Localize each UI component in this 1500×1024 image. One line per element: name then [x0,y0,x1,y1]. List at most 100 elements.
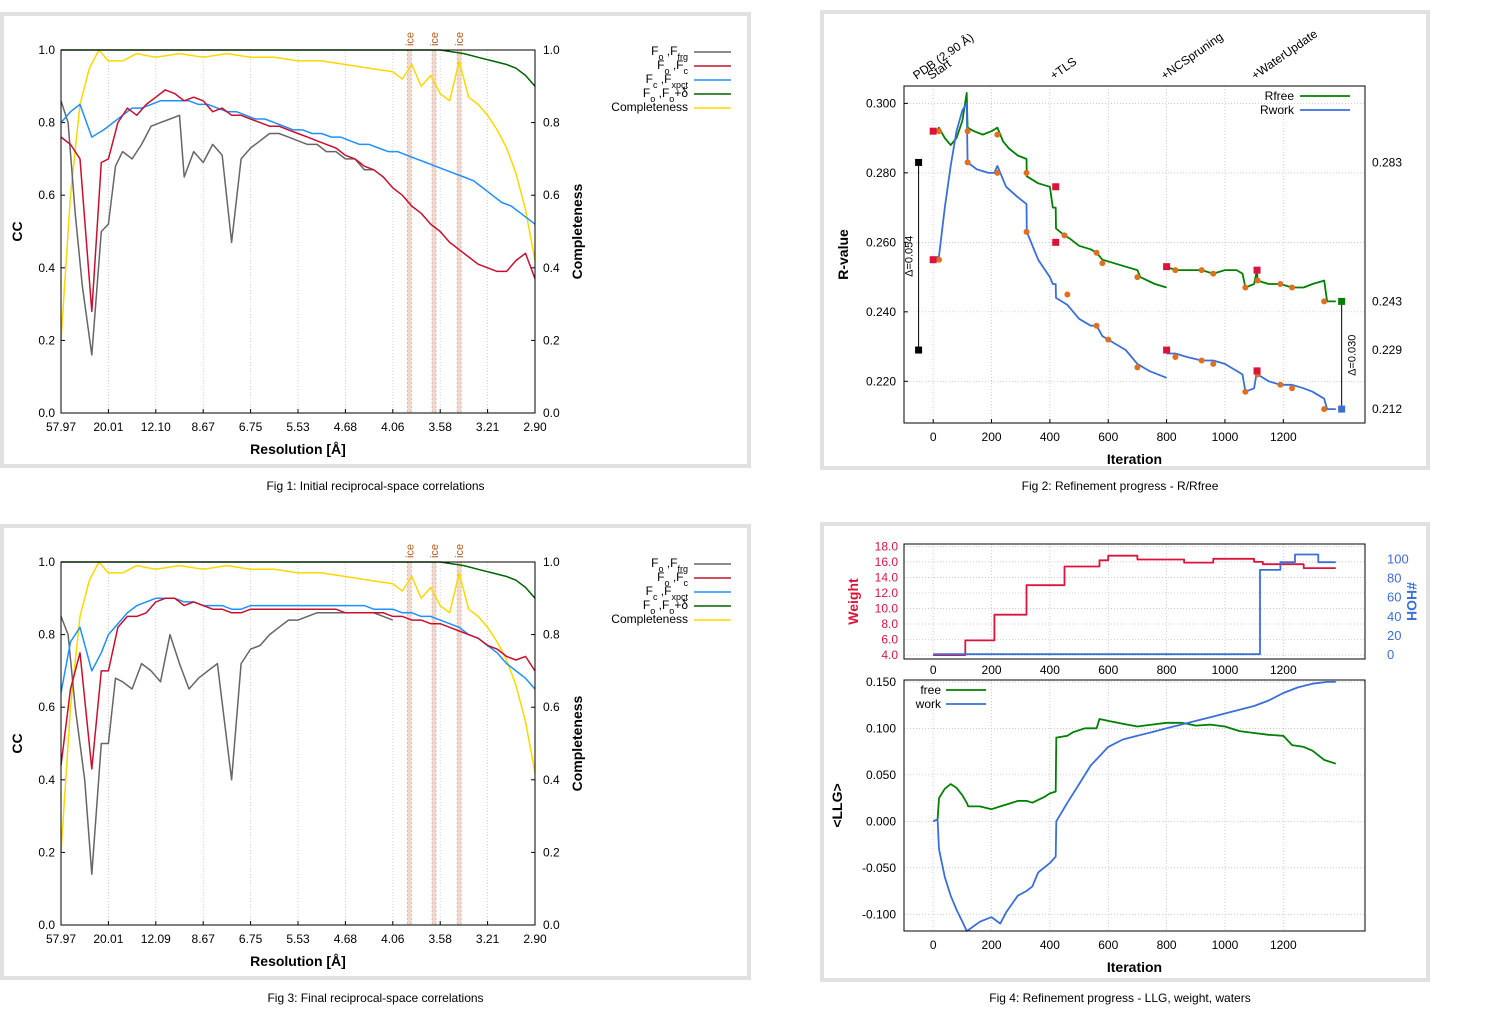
right-value-label: 0.243 [1372,294,1402,308]
fig3-chart: 57.97 20.01 12.09 8.67 6.75 5.53 4.68 4.06 3.58 3… [9,544,731,969]
llg-tick-label: 0.000 [866,814,896,828]
x-tick-label: 4.68 [334,932,358,946]
y2-tick-label: 1.0 [543,43,560,57]
bottom-x-tick-label: 200 [982,938,1002,952]
legend-label-4: Completeness [611,612,688,626]
data-point-marker [1321,298,1328,305]
bottom-x-tick-label: 400 [1040,938,1060,952]
data-point-marker [1242,388,1249,395]
y-tick-label: 0.2 [38,845,55,859]
y-axis-label: R-value [835,229,851,280]
y-tick-label: 0.6 [38,188,55,202]
data-point-marker [1134,274,1141,281]
x-tick-label: 6.75 [239,932,263,946]
data-point-marker [1064,291,1071,298]
llg-legend-label-1: work [915,697,942,711]
series-line-4 [60,561,536,853]
bottom-x-tick-label: 1200 [1270,938,1297,952]
hoh-tick-label: 100 [1387,551,1409,566]
ice-band [432,50,437,413]
data-point-marker [1210,270,1217,277]
legend-label-0: Fo ,Ffrg [651,556,688,574]
ice-label: ice [404,32,416,46]
x-tick-label: 3.21 [476,420,500,434]
data-point-marker [1289,385,1296,392]
x-tick-label: 600 [1098,430,1118,444]
event-marker [1253,266,1261,274]
legend-label-3: Fo ,Fo+δ [643,598,688,616]
x-tick-label: 3.58 [429,420,453,434]
fig2-panel: 0 200 400 600 800 1000 1200 0.220 0.240 0.260 0.28… [820,10,1430,470]
bottom-plot-frame [903,679,1366,932]
top-series-line-0 [933,554,1336,657]
y-tick-label: 1.0 [38,43,55,57]
y-tick-label: 0.2 [38,333,55,347]
x-tick-label: 4.68 [334,420,358,434]
x-tick-label: 57.97 [46,932,76,946]
data-point-marker [964,159,971,166]
top-plot-frame [903,543,1366,660]
event-label-4: +WaterUpdate [1249,26,1321,82]
data-point-marker [1321,406,1328,413]
weight-tick-label: 18.0 [875,539,899,553]
ice-band [407,50,412,413]
bottom-x-tick-label: 1000 [1212,938,1239,952]
data-point-marker [1134,364,1141,371]
hoh-tick-label: 0 [1387,647,1394,662]
x-tick-label: 200 [982,430,1002,444]
y-tick-label: 0.280 [866,166,896,180]
x-tick-label: 5.53 [286,420,310,434]
data-point-marker [1023,228,1030,235]
top-x-tick-label: 200 [982,663,1002,677]
data-point-marker [936,128,943,135]
series-line-2 [932,102,1167,379]
series-line-3 [1166,352,1336,411]
data-point-marker [1061,232,1068,239]
x-tick-label: 400 [1040,430,1060,444]
plot-frame [60,49,536,414]
x-tick-label: 4.06 [381,932,405,946]
hoh-tick-label: 60 [1387,590,1401,605]
x-tick-label: 0 [930,430,937,444]
x-axis-label: Resolution [Å] [250,953,346,969]
legend-label-4: Completeness [611,100,688,114]
y-tick-label: 0.0 [38,918,55,932]
data-point-marker [1242,284,1249,291]
weight-tick-label: 14.0 [875,570,899,584]
fig4-caption: Fig 4: Refinement progress - LLG, weight… [989,991,1251,1005]
fig4-chart: 0 200 400 600 800 1000 12004.06.08.010.012.014… [829,539,1420,975]
ice-band [432,562,437,925]
legend-label-1: Fo ,Fc [657,570,688,588]
right-value-label: 0.283 [1372,155,1402,169]
x-tick-label: 800 [1157,430,1177,444]
x-tick-label: 12.09 [141,932,171,946]
event-marker [1163,263,1171,271]
top-x-tick-label: 0 [930,663,937,677]
data-point-marker [1099,260,1106,267]
llg-tick-label: 0.100 [866,721,896,735]
legend-label-1: Rwork [1260,103,1295,117]
y2-axis-label: Completeness [569,695,585,791]
data-point-marker [994,131,1001,138]
series-line-1 [60,89,536,313]
plot-frame [903,85,1366,424]
ice-label: ice [454,32,466,46]
llg-tick-label: 0.150 [866,675,896,689]
data-point-marker [1254,277,1261,284]
fig3-caption: Fig 3: Final reciprocal-space correlatio… [267,991,484,1005]
y-tick-label: 1.0 [38,555,55,569]
ice-label: ice [404,544,416,558]
series-line-1 [1166,265,1336,303]
bottom-x-tick-label: 0 [930,938,937,952]
y2-tick-label: 0.8 [543,116,560,130]
x-tick-label: 1200 [1270,430,1297,444]
x-tick-label: 4.06 [381,420,405,434]
hoh-tick-label: 20 [1387,628,1401,643]
data-point-marker [1023,169,1030,176]
legend-label-1: Fo ,Fc [657,58,688,76]
fig1-chart: 57.97 20.01 12.10 8.67 6.75 5.53 4.68 4.06 3.58 3… [9,32,731,457]
x-tick-label: 12.10 [141,420,171,434]
bottom-x-tick-label: 800 [1157,938,1177,952]
weight-tick-label: 10.0 [875,601,899,615]
fig3-panel: 57.97 20.01 12.09 8.67 6.75 5.53 4.68 4.06 3.58 3… [0,524,751,980]
